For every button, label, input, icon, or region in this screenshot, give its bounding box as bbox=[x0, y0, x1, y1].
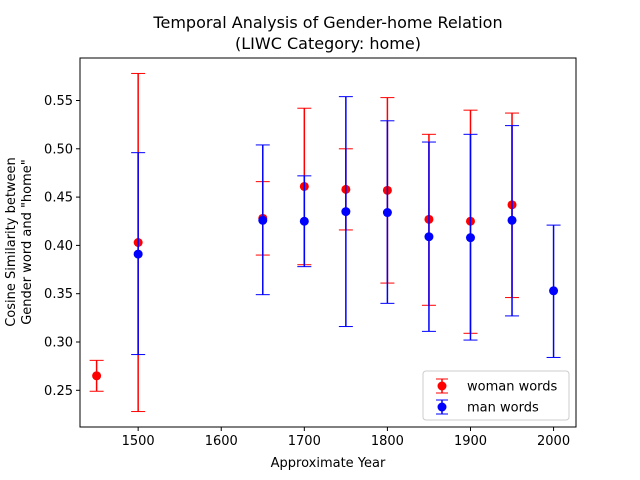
data-point bbox=[341, 207, 351, 217]
x-axis-label: Approximate Year bbox=[271, 456, 386, 471]
data-point bbox=[382, 208, 392, 218]
x-tick-label: 1900 bbox=[454, 434, 487, 449]
y-tick-label: 0.50 bbox=[44, 142, 73, 157]
legend-marker bbox=[437, 381, 447, 391]
x-tick-label: 2000 bbox=[537, 434, 570, 449]
series-1 bbox=[131, 96, 561, 358]
data-point bbox=[299, 216, 309, 226]
y-tick-label: 0.45 bbox=[44, 191, 73, 206]
data-point bbox=[92, 371, 102, 381]
data-point bbox=[424, 232, 434, 242]
y-axis: 0.25 0.30 0.35 0.40 0.45 0.50 0.55 bbox=[44, 94, 80, 399]
x-tick-label: 1600 bbox=[205, 434, 238, 449]
x-tick-label: 1700 bbox=[288, 434, 321, 449]
x-tick-label: 1500 bbox=[122, 434, 155, 449]
data-point bbox=[507, 215, 517, 225]
data-point bbox=[549, 286, 559, 296]
data-point bbox=[133, 249, 143, 259]
data-marks bbox=[89, 72, 561, 413]
x-axis: 1500 1600 1700 1800 1900 2000 bbox=[122, 427, 570, 449]
data-point bbox=[258, 215, 268, 225]
x-tick-label: 1800 bbox=[371, 434, 404, 449]
data-point bbox=[465, 233, 475, 243]
legend-frame bbox=[422, 370, 570, 421]
y-tick-label: 0.30 bbox=[44, 335, 73, 350]
legend-marker bbox=[437, 402, 447, 412]
legend-label: man words bbox=[467, 401, 539, 416]
chart-title-line1: Temporal Analysis of Gender-home Relatio… bbox=[152, 13, 502, 32]
y-axis-label-line2: Gender word and "home" bbox=[20, 159, 35, 325]
chart-title-line2: (LIWC Category: home) bbox=[235, 34, 421, 53]
plot-frame bbox=[79, 57, 577, 428]
y-tick-label: 0.25 bbox=[44, 384, 73, 399]
y-axis-label-line1: Cosine Similarity between bbox=[4, 157, 19, 327]
y-tick-label: 0.35 bbox=[44, 287, 73, 302]
y-tick-label: 0.55 bbox=[44, 94, 73, 109]
legend-label: woman words bbox=[467, 380, 558, 395]
y-tick-label: 0.40 bbox=[44, 239, 73, 254]
plot-area bbox=[80, 58, 576, 427]
legend: woman words man words bbox=[422, 370, 570, 421]
